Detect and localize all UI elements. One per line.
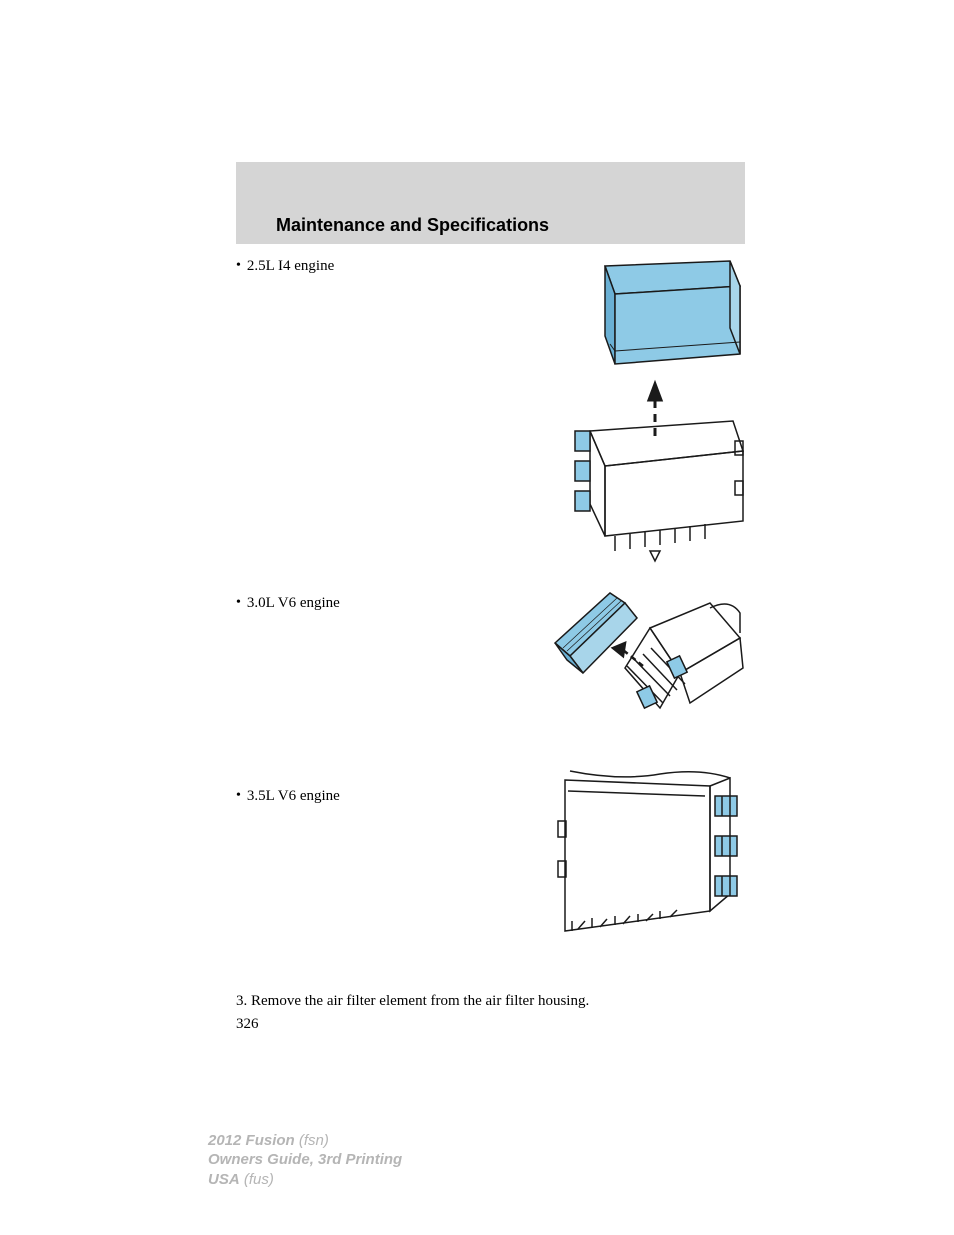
bullet-text: 3.0L V6 engine — [247, 593, 340, 614]
footer-line-2: Owners Guide, 3rd Printing — [208, 1150, 402, 1170]
footer: 2012 Fusion (fsn) Owners Guide, 3rd Prin… — [208, 1131, 402, 1190]
footer-line-1: 2012 Fusion (fsn) — [208, 1131, 402, 1151]
diagram-35l-v6 — [550, 766, 745, 936]
page-container: Maintenance and Specifications • 2.5L I4… — [0, 0, 954, 1033]
footer-code-2: (fus) — [240, 1171, 274, 1188]
bullet-marker: • — [236, 786, 241, 806]
footer-code-1: (fsn) — [295, 1132, 329, 1149]
bullet-text: 3.5L V6 engine — [247, 786, 340, 807]
footer-guide: Owners Guide, 3rd Printing — [208, 1151, 402, 1168]
bullet-marker: • — [236, 593, 241, 613]
page-number: 326 — [236, 1016, 745, 1033]
footer-line-3: USA (fus) — [208, 1170, 402, 1190]
bullet-text: 2.5L I4 engine — [247, 256, 334, 277]
section-title: Maintenance and Specifications — [276, 215, 549, 236]
footer-region: USA — [208, 1171, 240, 1188]
content-area: • 2.5L I4 engine — [236, 256, 745, 1033]
diagram-30l-v6 — [545, 588, 745, 738]
instruction-text: 3. Remove the air filter element from th… — [236, 991, 745, 1012]
diagram-25l-i4 — [555, 256, 745, 566]
footer-model: 2012 Fusion — [208, 1132, 295, 1149]
header-band: Maintenance and Specifications — [236, 162, 745, 244]
bullet-marker: • — [236, 256, 241, 276]
